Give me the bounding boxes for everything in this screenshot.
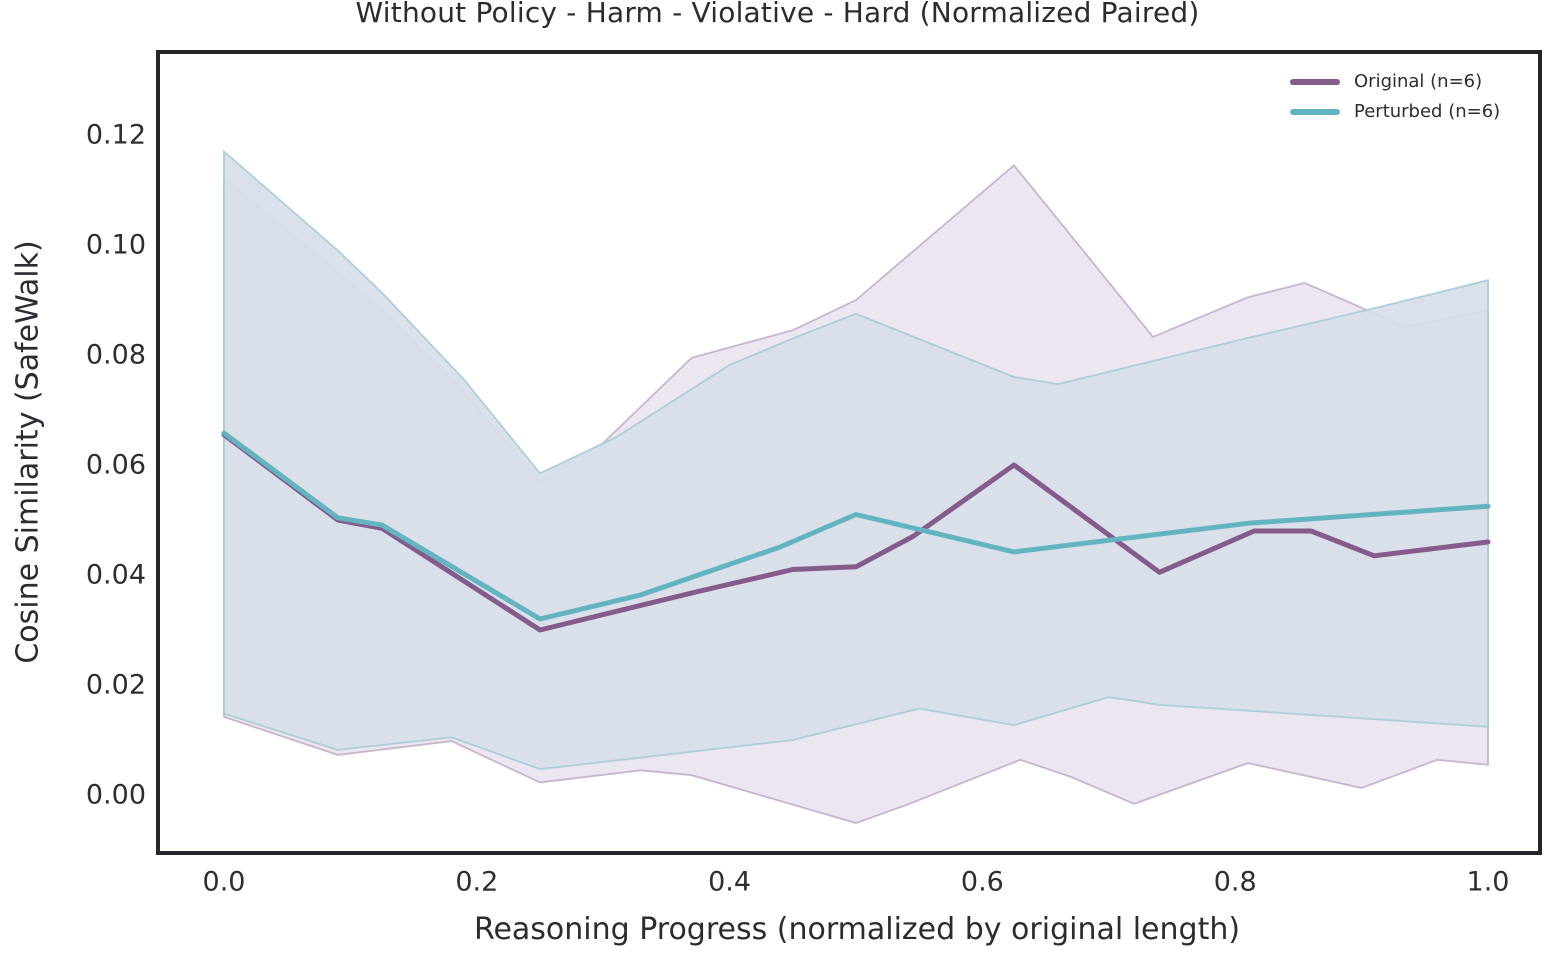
perturbed-line-swatch-icon xyxy=(1290,108,1340,115)
x-tick-label: 0.6 xyxy=(960,866,1004,898)
x-tick-label: 0.8 xyxy=(1213,866,1257,898)
legend: Original (n=6) Perturbed (n=6) xyxy=(1290,71,1500,122)
x-tick-label: 0.0 xyxy=(202,866,246,898)
series-lines xyxy=(221,430,1491,633)
confidence-bands xyxy=(223,149,1489,824)
y-tick-label: 0.08 xyxy=(85,339,146,371)
x-tick-label: 1.0 xyxy=(1466,866,1510,898)
perturbed-confidence-band xyxy=(223,149,1489,771)
y-tick-label: 0.02 xyxy=(85,669,146,701)
y-tick-label: 0.06 xyxy=(85,449,146,481)
plot-frame xyxy=(156,50,1542,855)
legend-item-original: Original (n=6) xyxy=(1290,71,1500,92)
original-line xyxy=(221,432,1491,633)
y-tick-label: 0.12 xyxy=(85,119,146,151)
x-tick-label: 0.4 xyxy=(708,866,752,898)
x-axis-label: Reasoning Progress (normalized by origin… xyxy=(473,912,1241,947)
y-tick-label: 0.00 xyxy=(85,779,146,811)
legend-label-perturbed: Perturbed (n=6) xyxy=(1354,101,1501,122)
perturbed-line xyxy=(221,430,1491,622)
y-tick-label: 0.04 xyxy=(85,559,146,591)
chart-title: Without Policy - Harm - Violative - Hard… xyxy=(355,0,1200,29)
x-tick-label: 0.2 xyxy=(455,866,499,898)
legend-item-perturbed: Perturbed (n=6) xyxy=(1290,101,1500,122)
original-line-swatch-icon xyxy=(1290,78,1340,85)
y-axis-label: Cosine Similarity (SafeWalk) xyxy=(10,240,46,664)
y-tick-label: 0.10 xyxy=(85,229,146,261)
legend-label-original: Original (n=6) xyxy=(1354,71,1483,92)
